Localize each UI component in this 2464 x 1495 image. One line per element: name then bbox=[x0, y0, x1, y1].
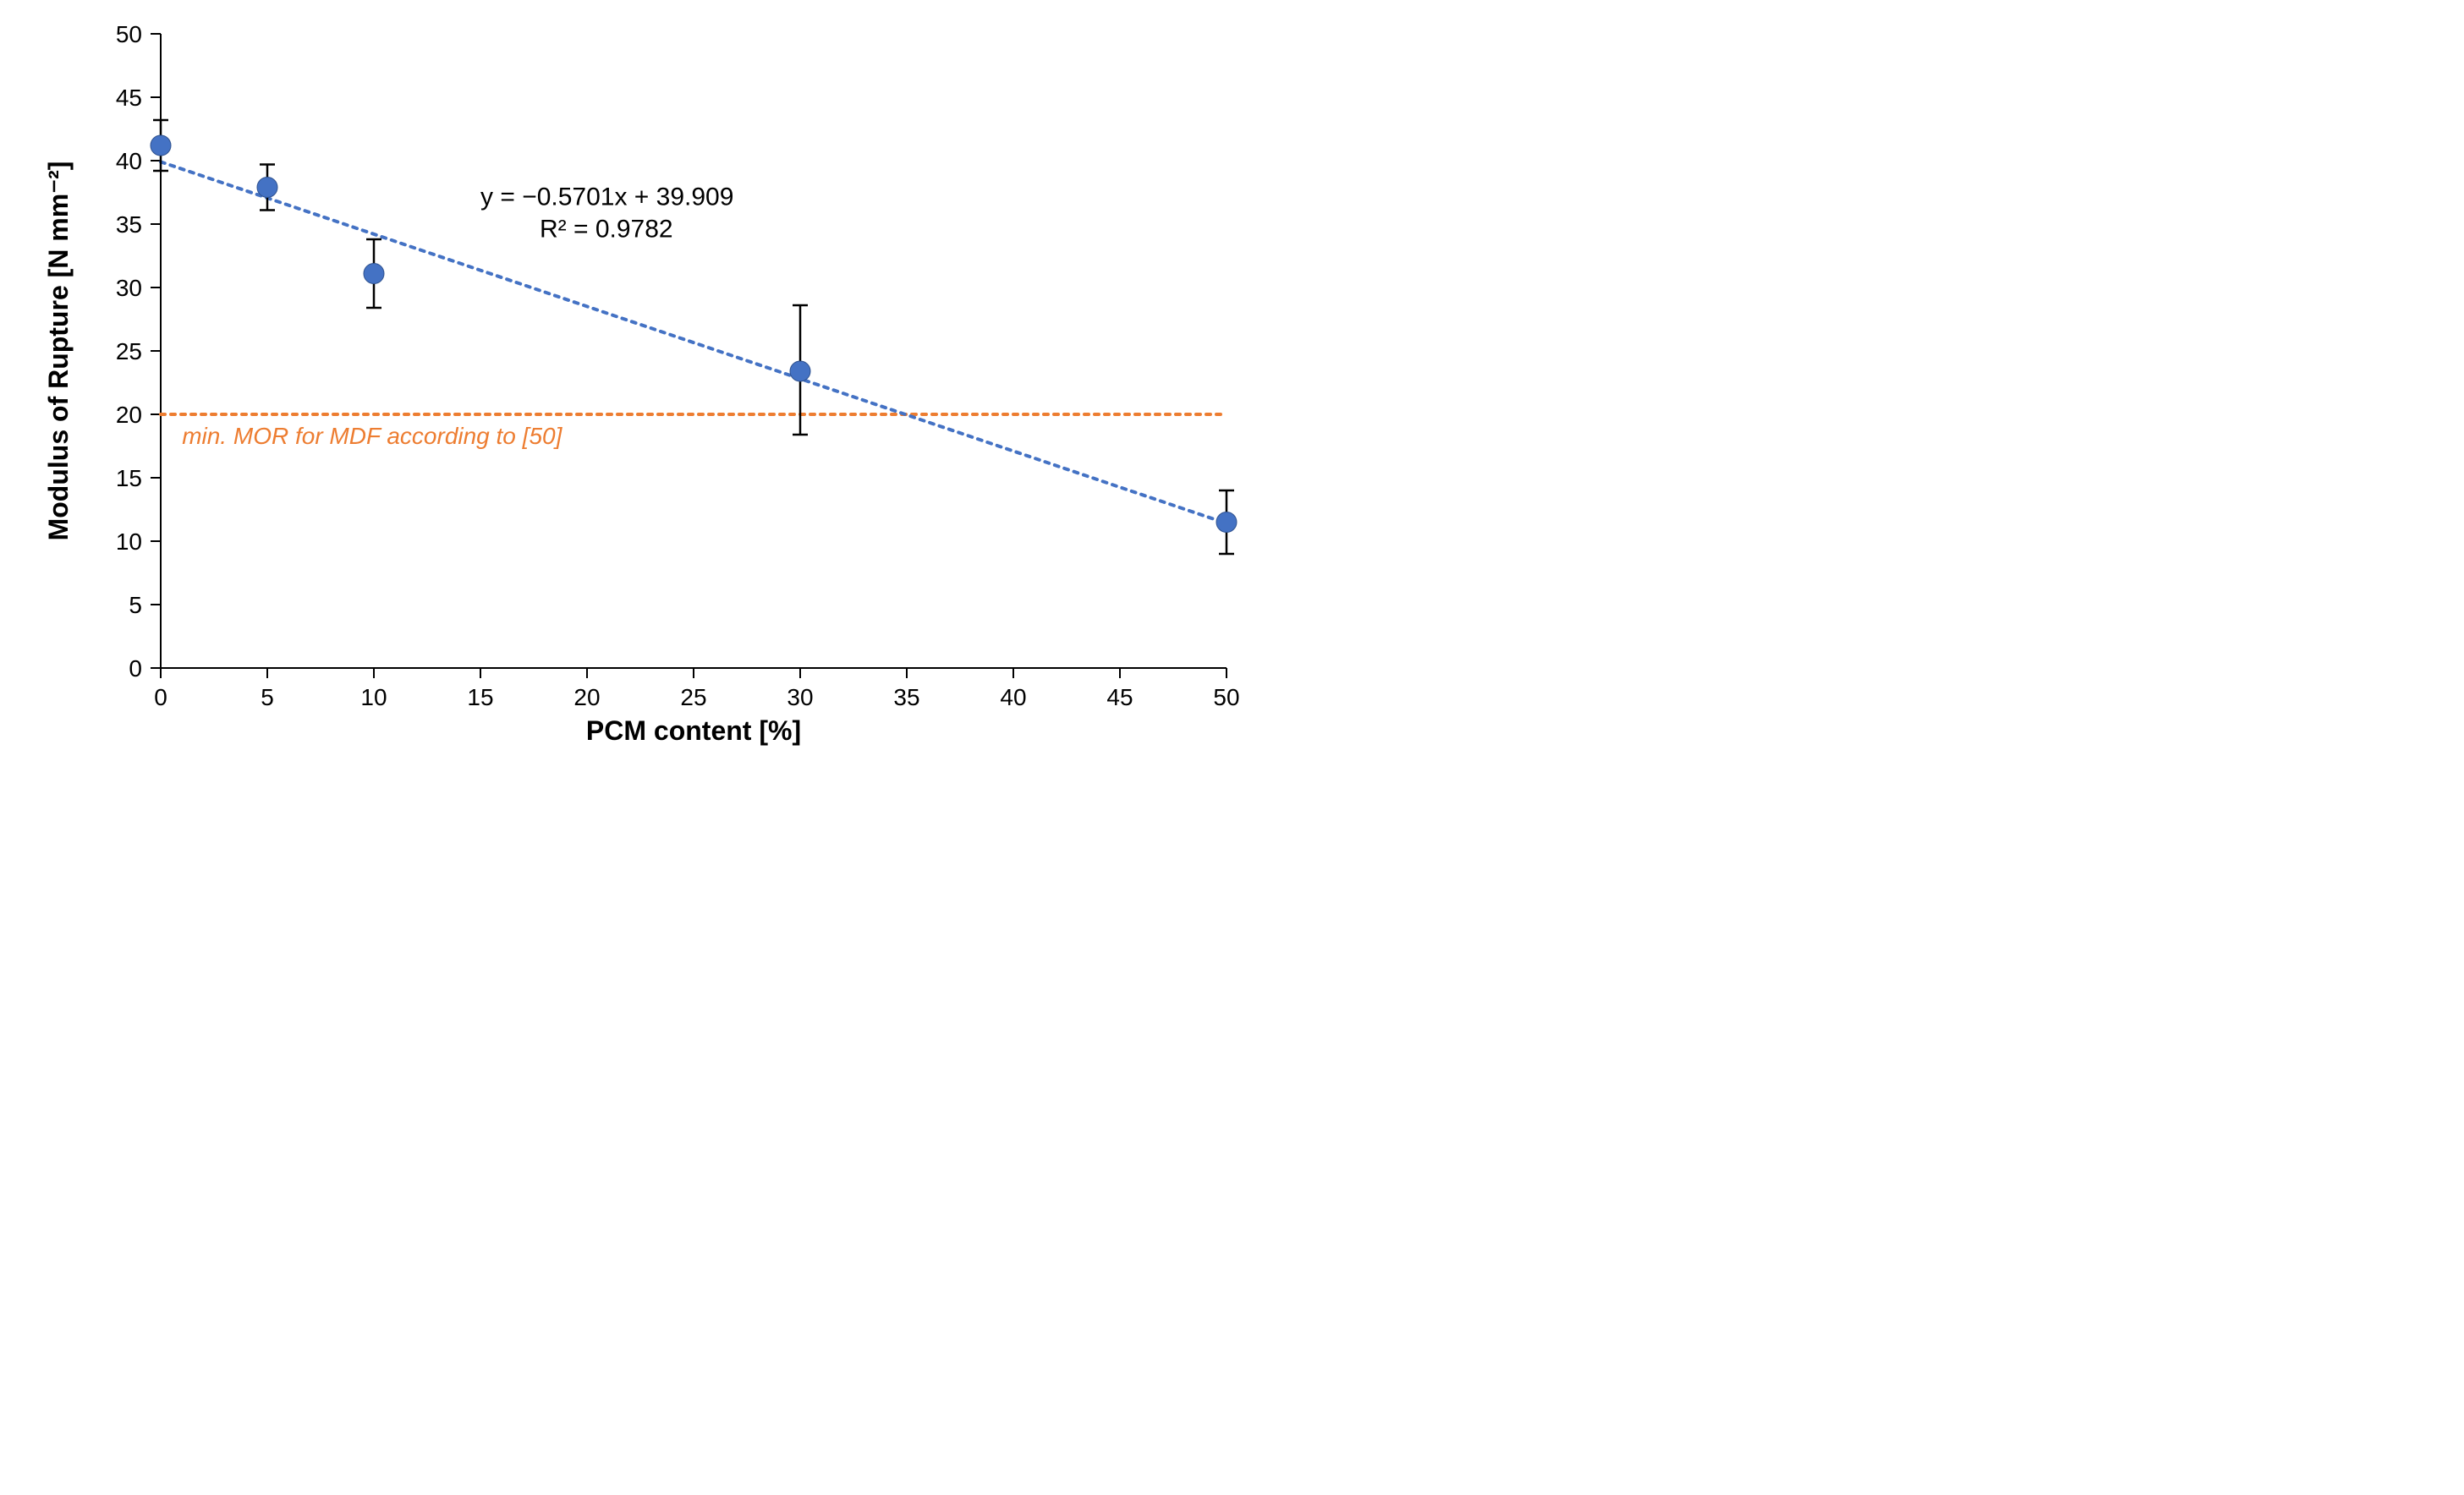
x-tick-label: 45 bbox=[1106, 684, 1133, 710]
data-point bbox=[151, 135, 171, 156]
y-tick-label: 10 bbox=[116, 528, 142, 555]
y-tick-label: 25 bbox=[116, 338, 142, 364]
x-tick-label: 30 bbox=[787, 684, 813, 710]
y-tick-label: 30 bbox=[116, 275, 142, 301]
y-tick-label: 20 bbox=[116, 402, 142, 428]
reference-line-label: min. MOR for MDF according to [50] bbox=[182, 423, 562, 449]
equation-line-2: R² = 0.9782 bbox=[540, 216, 673, 244]
y-tick-label: 35 bbox=[116, 211, 142, 238]
chart-container: 0 5 10 15 20 25 30 35 40 45 50 0 5 10 15 20 25 30 35 40 45 50… bbox=[17, 17, 1243, 761]
data-point bbox=[1216, 512, 1237, 533]
y-tick-label: 5 bbox=[129, 592, 142, 618]
data-point bbox=[257, 178, 277, 198]
x-tick-label: 15 bbox=[467, 684, 493, 710]
equation-line-1: y = −0.5701x + 39.909 bbox=[480, 183, 733, 211]
mor-vs-pcm-chart: 0 5 10 15 20 25 30 35 40 45 50 0 5 10 15 20 25 30 35 40 45 50… bbox=[17, 17, 1243, 761]
x-tick-label: 50 bbox=[1213, 684, 1239, 710]
x-tick-label: 40 bbox=[1000, 684, 1026, 710]
data-point bbox=[364, 264, 384, 284]
y-axis-label: Modulus of Rupture [N mm⁻²] bbox=[43, 162, 74, 541]
y-tick-label: 0 bbox=[129, 655, 142, 682]
y-tick-label: 40 bbox=[116, 148, 142, 174]
data-point bbox=[790, 361, 810, 381]
x-tick-label: 35 bbox=[893, 684, 919, 710]
x-tick-label: 0 bbox=[154, 684, 167, 710]
x-tick-label: 20 bbox=[573, 684, 600, 710]
y-tick-label: 45 bbox=[116, 85, 142, 111]
x-tick-label: 10 bbox=[360, 684, 387, 710]
x-tick-label: 25 bbox=[680, 684, 706, 710]
x-tick-label: 5 bbox=[261, 684, 274, 710]
y-tick-label: 50 bbox=[116, 21, 142, 47]
y-tick-label: 15 bbox=[116, 465, 142, 491]
x-axis-label: PCM content [%] bbox=[586, 715, 801, 746]
